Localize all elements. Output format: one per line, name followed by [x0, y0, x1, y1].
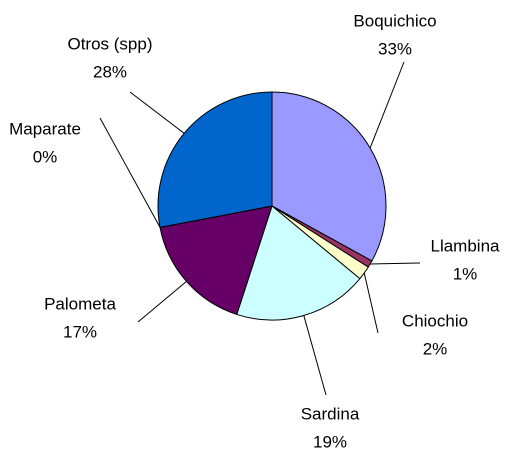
- leader-line: [370, 262, 421, 265]
- slice-value-label: 33%: [378, 39, 412, 58]
- slice-label: Palometa: [44, 294, 116, 313]
- leader-line: [363, 272, 379, 334]
- slice-value-label: 17%: [63, 322, 97, 341]
- slice-label: Llambina: [431, 236, 501, 255]
- leader-line: [369, 61, 405, 149]
- leader-line: [129, 91, 185, 134]
- slice-label: Chiochio: [402, 311, 468, 330]
- slice-label: Otros (spp): [67, 34, 152, 53]
- slice-value-label: 0%: [33, 147, 58, 166]
- pie-slice: [271, 91, 387, 262]
- slice-label: Boquichico: [353, 11, 436, 30]
- slice-value-label: 19%: [313, 432, 347, 451]
- slice-value-label: 1%: [453, 264, 478, 283]
- slice-value-label: 2%: [423, 339, 448, 358]
- leader-line: [137, 281, 187, 323]
- pie-slice: [157, 91, 273, 228]
- pie-slice: [236, 205, 361, 321]
- pie-slice: [159, 205, 273, 316]
- slice-label: Maparate: [9, 119, 81, 138]
- leader-line: [303, 315, 327, 396]
- leader-line: [99, 117, 161, 228]
- slice-label: Sardina: [301, 404, 360, 423]
- slice-value-label: 28%: [93, 62, 127, 81]
